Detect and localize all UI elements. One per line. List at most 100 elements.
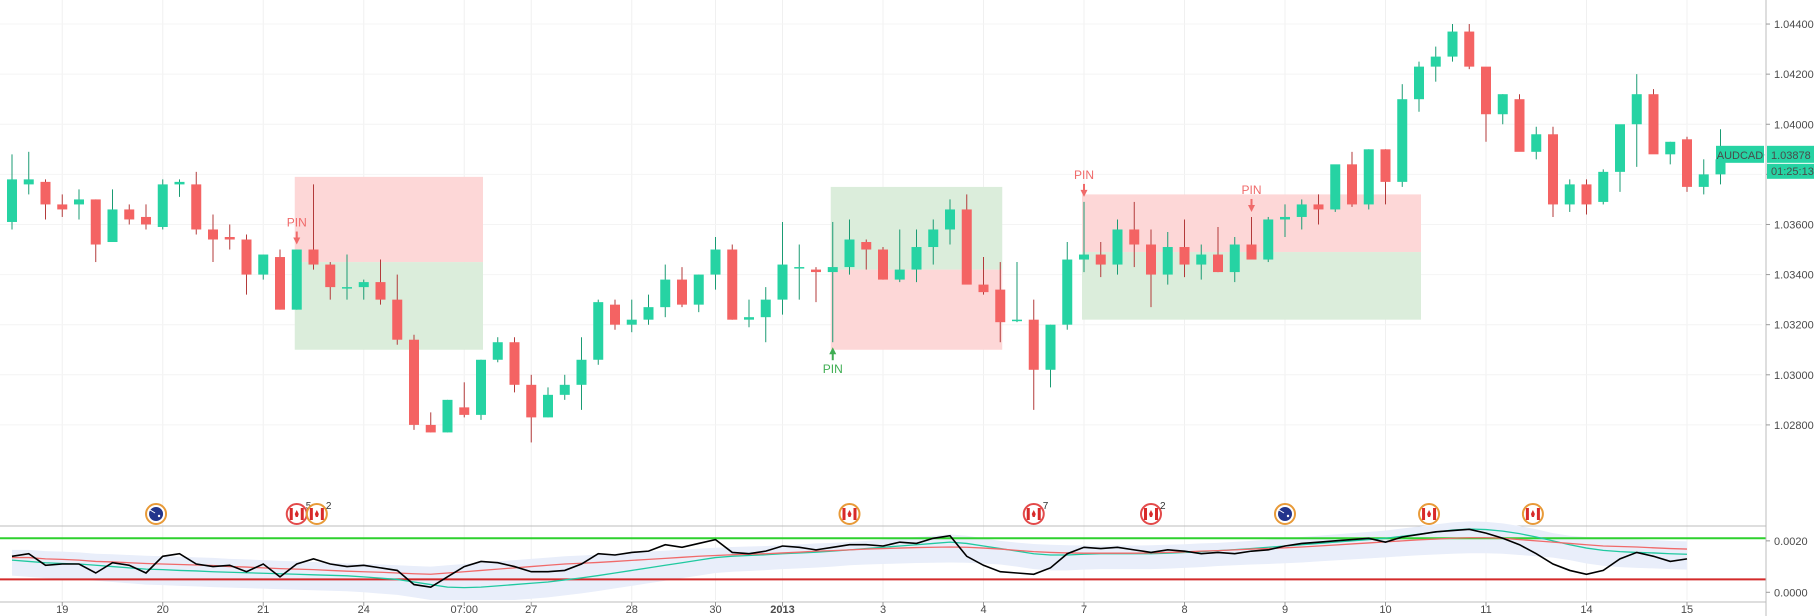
candle[interactable] (476, 359, 486, 420)
candle[interactable] (1548, 126, 1558, 217)
candle[interactable] (258, 254, 269, 280)
candle[interactable] (961, 194, 972, 285)
candle[interactable] (660, 264, 671, 318)
candlestick-series[interactable] (7, 24, 1726, 443)
candle[interactable] (1481, 66, 1491, 142)
candle[interactable] (1196, 244, 1207, 280)
candle[interactable] (610, 299, 620, 330)
candle[interactable] (1313, 194, 1324, 225)
candle[interactable] (1229, 237, 1240, 283)
candle[interactable] (1028, 299, 1039, 410)
candle[interactable] (425, 412, 436, 433)
event-badge[interactable]: 2 (305, 501, 332, 525)
candle[interactable] (40, 179, 51, 220)
candle[interactable] (1648, 89, 1659, 155)
candle[interactable] (1682, 136, 1692, 192)
candle[interactable] (861, 239, 872, 270)
candle[interactable] (526, 374, 537, 443)
candle[interactable] (509, 337, 520, 393)
candle[interactable] (1112, 219, 1123, 275)
candle[interactable] (1447, 24, 1458, 62)
candle[interactable] (1045, 324, 1056, 388)
candle[interactable] (844, 219, 855, 275)
candle[interactable] (727, 244, 738, 320)
candle[interactable] (1347, 151, 1357, 207)
candle[interactable] (827, 221, 838, 343)
candle[interactable] (1095, 242, 1106, 278)
event-badge[interactable] (1521, 503, 1544, 525)
candle[interactable] (1497, 94, 1508, 125)
candle[interactable] (409, 334, 419, 430)
candle[interactable] (1414, 61, 1424, 112)
candle[interactable] (777, 221, 788, 315)
candle[interactable] (911, 229, 922, 283)
candle[interactable] (124, 204, 135, 225)
candle[interactable] (325, 262, 336, 300)
candle[interactable] (241, 234, 252, 295)
candle[interactable] (392, 274, 403, 345)
candle[interactable] (1564, 179, 1575, 212)
candle[interactable] (811, 267, 821, 303)
candle[interactable] (174, 179, 185, 197)
candle[interactable] (677, 267, 687, 308)
candle[interactable] (1531, 126, 1542, 160)
event-badge[interactable]: 7 (1022, 501, 1049, 525)
event-badge[interactable] (145, 503, 168, 525)
candle[interactable] (1330, 164, 1341, 212)
economic-events[interactable]: 5 2 7 2 (145, 501, 1544, 525)
candle[interactable] (1079, 201, 1089, 273)
candle[interactable] (1598, 169, 1609, 205)
candle[interactable] (693, 274, 704, 313)
candle[interactable] (593, 299, 604, 365)
candle[interactable] (794, 244, 805, 300)
candle[interactable] (1581, 179, 1592, 215)
candle[interactable] (744, 299, 754, 328)
candle[interactable] (1179, 219, 1190, 278)
indicator-pane[interactable] (0, 521, 1766, 600)
candle[interactable] (1665, 141, 1676, 165)
candle[interactable] (358, 279, 369, 300)
candle[interactable] (442, 399, 453, 433)
candle[interactable] (90, 199, 101, 263)
candle[interactable] (643, 294, 654, 325)
candle[interactable] (275, 249, 285, 310)
candle[interactable] (1296, 199, 1307, 230)
candle[interactable] (1464, 24, 1475, 70)
candle[interactable] (57, 194, 68, 217)
candle[interactable] (995, 262, 1006, 343)
candle[interactable] (459, 382, 470, 418)
candle[interactable] (1162, 231, 1173, 285)
candle[interactable] (1698, 159, 1709, 195)
candle[interactable] (894, 229, 905, 283)
candle[interactable] (1213, 226, 1223, 273)
candle[interactable] (1380, 149, 1391, 205)
event-badge[interactable] (1274, 503, 1296, 525)
candle[interactable] (878, 247, 888, 280)
candle[interactable] (1012, 262, 1022, 323)
candle[interactable] (710, 237, 721, 290)
candle[interactable] (157, 179, 168, 230)
candle[interactable] (1129, 201, 1140, 268)
candle[interactable] (1280, 204, 1290, 237)
candle[interactable] (543, 387, 553, 418)
candle[interactable] (342, 254, 352, 300)
candle[interactable] (1631, 74, 1642, 167)
candle[interactable] (208, 214, 218, 263)
time-axis[interactable]: 19 20 21 24 07:00 27 28 30 2013 3 4 7 8 9 10 11 14 15 (56, 602, 1693, 616)
candle[interactable] (978, 257, 989, 295)
event-badge[interactable]: 2 (1140, 501, 1166, 525)
candle[interactable] (308, 184, 319, 270)
event-badge[interactable] (838, 503, 861, 525)
candle[interactable] (141, 204, 151, 230)
candle[interactable] (74, 189, 84, 220)
candle[interactable] (1430, 46, 1441, 82)
candle[interactable] (576, 337, 587, 410)
candle[interactable] (626, 299, 637, 333)
candle[interactable] (224, 224, 235, 250)
candle[interactable] (559, 374, 570, 400)
candle[interactable] (492, 337, 503, 363)
candle[interactable] (1246, 216, 1257, 260)
event-badge[interactable] (1418, 503, 1441, 525)
candle[interactable] (7, 154, 17, 230)
